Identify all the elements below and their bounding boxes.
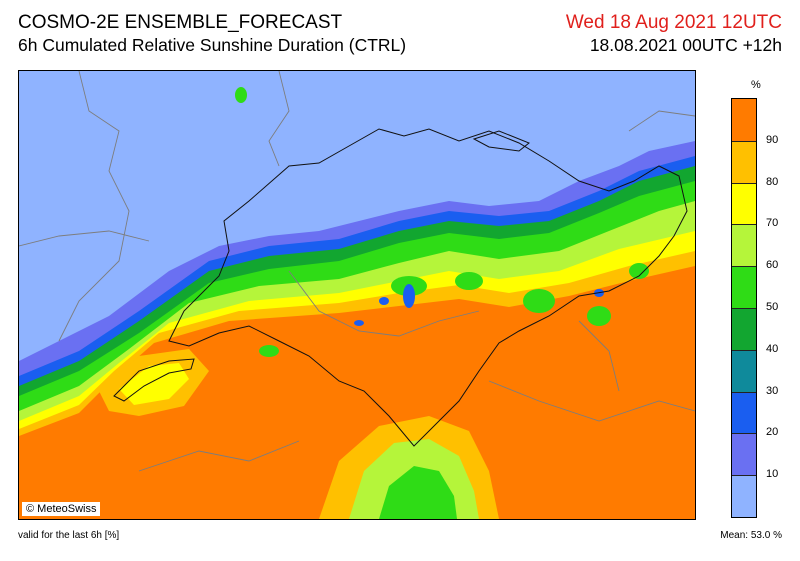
- legend-tick: [732, 140, 756, 142]
- legend-swatch: [732, 308, 756, 350]
- legend-swatch: [732, 349, 756, 392]
- legend-label: 20: [766, 426, 779, 439]
- legend-unit: %: [751, 79, 761, 91]
- legend-label: 40: [766, 342, 779, 355]
- legend-tick: [732, 475, 756, 477]
- west-patch-inner: [119, 363, 189, 405]
- legend-label: 70: [766, 217, 779, 230]
- product-title: 6h Cumulated Relative Sunshine Duration …: [18, 35, 407, 55]
- model-title: COSMO-2E ENSEMBLE_FORECAST: [18, 12, 343, 33]
- legend-swatch: [732, 266, 756, 308]
- legend-swatch: [732, 391, 756, 434]
- legend-swatch: [732, 140, 756, 183]
- legend-swatch: [732, 475, 756, 517]
- legend-tick: [732, 266, 756, 268]
- mean-value: Mean: 53.0 %: [720, 530, 782, 541]
- legend-swatch: [732, 433, 756, 476]
- legend-tick: [732, 433, 756, 435]
- legend-label: 60: [766, 259, 779, 272]
- color-legend: [731, 98, 757, 518]
- valid-date: Wed 18 Aug 2021 12UTC: [565, 12, 782, 33]
- validity-note: valid for the last 6h [%]: [18, 530, 120, 541]
- legend-tick: [732, 391, 756, 393]
- regional-borders: [19, 71, 695, 472]
- legend-tick: [732, 308, 756, 309]
- legend-label: 10: [766, 468, 779, 481]
- legend-swatch: [732, 224, 756, 267]
- south-cloud-core: [379, 466, 457, 519]
- run-time: 18.08.2021 00UTC +12h: [589, 35, 782, 55]
- band-100: [19, 266, 695, 519]
- legend-label: 30: [766, 384, 779, 397]
- lake-constance: [472, 130, 530, 152]
- legend-swatch: [732, 182, 756, 225]
- legend-label: 80: [766, 175, 779, 188]
- title-block: COSMO-2E ENSEMBLE_FORECAST 6h Cumulated …: [18, 12, 406, 56]
- legend-label: 50: [766, 301, 779, 313]
- legend-tick: [732, 349, 756, 351]
- legend-tick: [732, 182, 756, 184]
- nw-cell: [235, 87, 247, 103]
- meteoswiss-credit: © MeteoSwiss: [22, 502, 101, 516]
- sunshine-map: © MeteoSwiss: [18, 70, 696, 520]
- legend-label: 90: [766, 133, 779, 146]
- legend-swatch: [732, 99, 756, 141]
- time-block: Wed 18 Aug 2021 12UTC 18.08.2021 00UTC +…: [566, 12, 782, 56]
- lake-geneva: [113, 358, 195, 402]
- legend-tick: [732, 224, 756, 226]
- swiss-border: [168, 128, 688, 447]
- map-canvas: [19, 71, 695, 519]
